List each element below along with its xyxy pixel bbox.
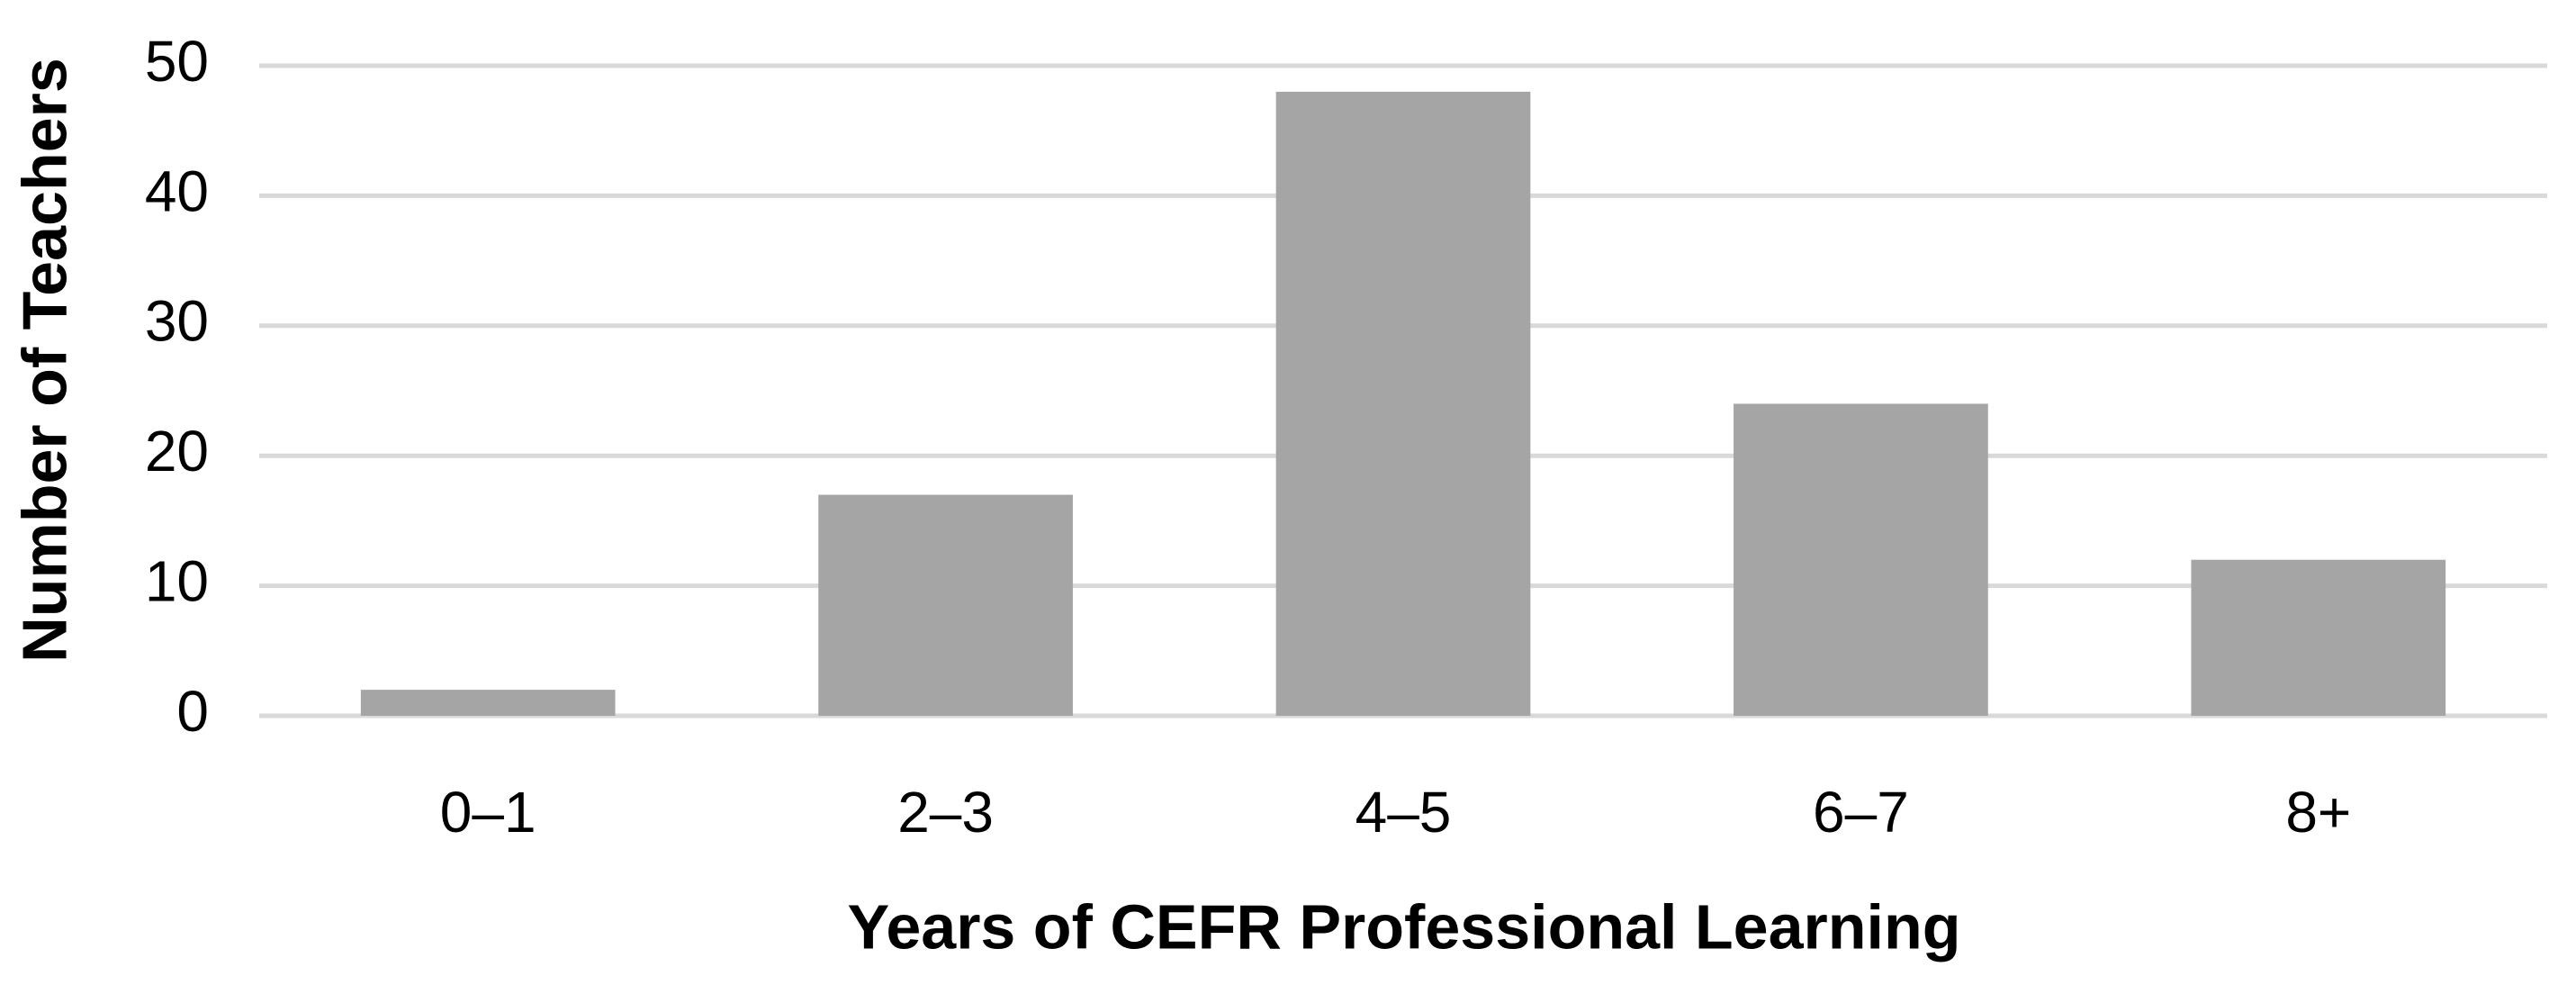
x-tick-label: 2–3: [897, 780, 994, 845]
y-tick-label: 10: [145, 549, 209, 614]
y-axis-title: Number of Teachers: [9, 58, 79, 663]
x-tick-label: 4–5: [1356, 780, 1452, 845]
x-axis-title: Years of CEFR Professional Learning: [848, 891, 1961, 962]
y-tick-label: 40: [145, 158, 209, 223]
bar: [1275, 91, 1531, 716]
y-tick-label: 50: [145, 29, 209, 94]
bar: [818, 494, 1073, 716]
x-tick-label: 6–7: [1813, 780, 1909, 845]
y-tick-label: 20: [145, 419, 209, 483]
y-tick-label: 0: [176, 679, 209, 744]
bar: [1734, 403, 1988, 716]
bar: [360, 690, 616, 716]
x-tick-label: 8+: [2285, 780, 2351, 845]
bar: [2191, 559, 2446, 716]
x-tick-label: 0–1: [440, 780, 536, 845]
y-tick-label: 30: [145, 289, 209, 354]
